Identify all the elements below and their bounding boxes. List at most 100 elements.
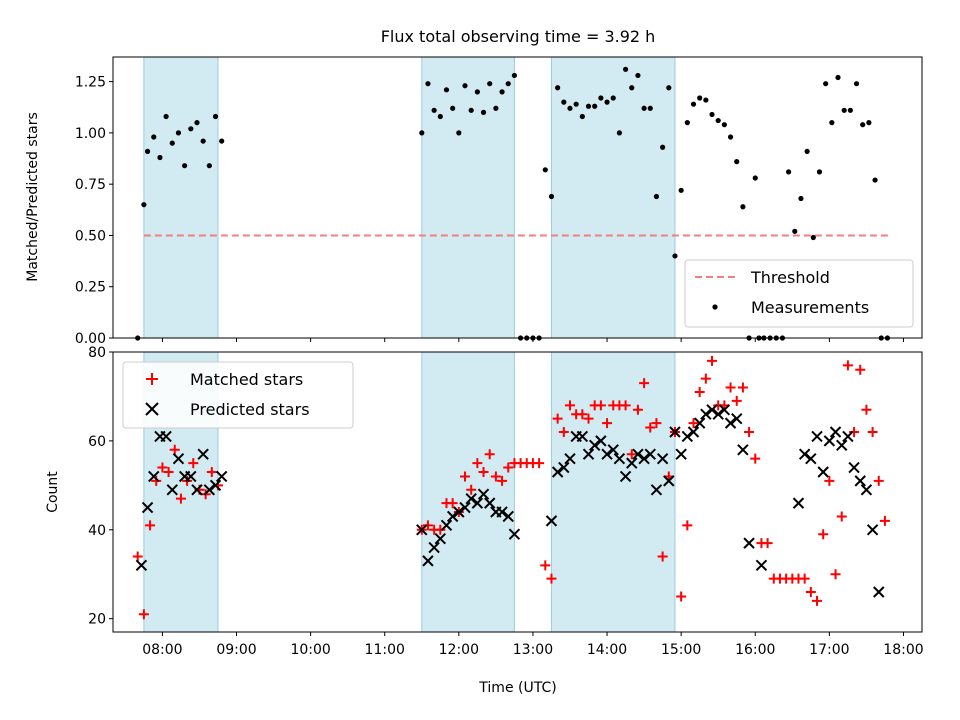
matched-star-point <box>688 418 699 429</box>
predicted-star-point <box>873 586 885 598</box>
predicted-star-point <box>700 408 712 420</box>
measurement-point <box>678 187 684 193</box>
legend-threshold-label: Threshold <box>750 268 830 287</box>
predicted-star-point <box>755 559 768 572</box>
matched-star-point <box>855 364 866 375</box>
predicted-star-point <box>545 515 558 527</box>
matched-star-point <box>175 493 186 504</box>
matched-star-point <box>478 467 489 477</box>
measurement-point <box>493 105 499 111</box>
predicted-star-point <box>484 497 496 509</box>
predicted-star-point <box>650 484 663 496</box>
matched-star-point <box>558 427 569 437</box>
top-plot: 0.00 0.25 0.50 0.75 1.00 1.25 Threshold Measure… <box>75 56 923 347</box>
matched-star-point <box>744 427 755 437</box>
y-tick-label: 0.25 <box>75 280 106 296</box>
matched-star-point <box>737 382 748 393</box>
measurement-point <box>555 85 561 91</box>
predicted-star-point <box>477 488 490 500</box>
measurement-point <box>468 107 474 113</box>
matched-star-point <box>546 573 557 584</box>
measurement-point <box>610 95 616 101</box>
matched-star-point <box>682 520 693 531</box>
legend-measurement-label: Measurements <box>751 298 869 317</box>
matched-star-point <box>534 458 545 469</box>
legend-predicted-label: Predicted stars <box>190 400 310 419</box>
measurement-point <box>437 113 443 120</box>
x-tick-label: 17:00 <box>809 642 849 658</box>
measurement-point <box>425 81 431 87</box>
matched-star-point <box>867 427 878 437</box>
predicted-star-point <box>669 426 681 438</box>
predicted-star-point <box>416 524 428 536</box>
matched-star-point <box>169 444 180 455</box>
predicted-star-point <box>434 532 447 545</box>
measurement-point <box>505 81 511 87</box>
measurement-point <box>443 87 450 93</box>
predicted-star-point <box>203 484 216 496</box>
matched-star-point <box>639 378 650 389</box>
top-y-axis-label: Matched/Predicted stars <box>25 112 41 282</box>
matched-star-point <box>645 422 656 433</box>
matched-star-point <box>861 404 872 415</box>
observing-interval <box>421 351 515 633</box>
predicted-star-point <box>737 444 749 456</box>
predicted-star-point <box>502 510 514 523</box>
measurement-point <box>660 144 666 150</box>
predicted-star-point <box>595 435 607 447</box>
x-tick-label: 15:00 <box>661 642 701 658</box>
measurement-point <box>431 107 437 113</box>
predicted-star-point <box>197 448 209 460</box>
measurement-point <box>163 113 169 120</box>
measurement-point <box>672 253 678 259</box>
bottom-plot-frame <box>112 351 923 633</box>
matched-star-point <box>651 418 662 429</box>
measurement-point <box>219 138 225 144</box>
predicted-star-point <box>854 475 866 487</box>
measurement-point <box>829 120 835 126</box>
measurement-point <box>721 122 727 128</box>
predicted-star-point <box>663 475 675 487</box>
predicted-star-point <box>842 430 854 443</box>
predicted-star-point <box>191 484 203 496</box>
legend-predicted-marker <box>145 402 159 416</box>
measurement-point <box>616 130 622 136</box>
predicted-star-point <box>626 457 638 469</box>
measurement-point <box>835 74 841 81</box>
measurement-point <box>810 234 816 241</box>
x-tick-label: 11:00 <box>365 642 405 658</box>
measurement-point <box>144 148 151 154</box>
matched-star-point <box>484 449 495 460</box>
predicted-star-point <box>829 426 842 438</box>
predicted-star-point <box>687 426 700 438</box>
matched-star-point <box>540 560 551 571</box>
measurement-point <box>474 89 480 95</box>
measurement-point <box>157 154 163 161</box>
y-tick-label: 0.50 <box>75 228 106 244</box>
predicted-star-point <box>706 404 718 416</box>
matched-star-point <box>435 524 446 535</box>
measurement-point <box>450 105 456 111</box>
predicted-star-point <box>601 448 613 460</box>
legend-matched-marker <box>146 373 158 385</box>
matched-star-point <box>145 520 156 531</box>
matched-star-point <box>564 400 575 411</box>
measurement-point <box>567 105 573 111</box>
measurement-point <box>709 111 715 118</box>
matched-star-point <box>595 400 606 411</box>
predicted-star-point <box>215 470 228 483</box>
y-tick-label: 0.75 <box>75 177 106 193</box>
predicted-star-point <box>582 448 595 460</box>
x-tick-label: 16:00 <box>735 642 775 658</box>
x-tick-label: 08:00 <box>142 642 182 658</box>
predicted-star-point <box>607 444 619 456</box>
measurement-point <box>647 105 653 111</box>
predicted-star-point <box>558 461 570 474</box>
matched-star-point <box>577 409 588 420</box>
y-tick-label: 40 <box>88 523 106 539</box>
measurement-point <box>200 138 206 144</box>
measurement-point <box>752 175 758 181</box>
measurement-point <box>727 134 734 140</box>
measurement-point <box>804 148 810 154</box>
